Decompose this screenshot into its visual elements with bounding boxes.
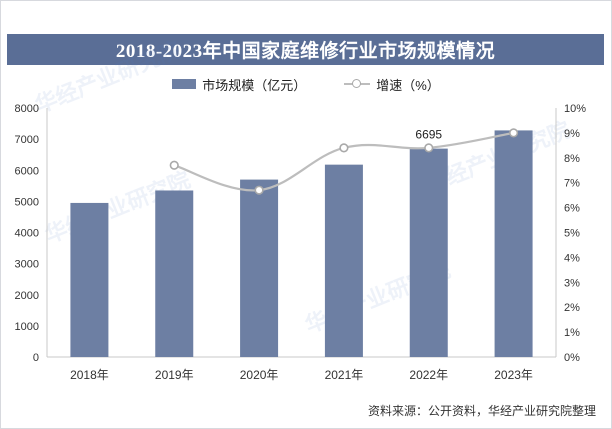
x-tick-label: 2021年 bbox=[325, 368, 364, 382]
bar bbox=[70, 202, 109, 357]
y-left-tick-label: 4000 bbox=[15, 228, 39, 240]
y-left-tick-label: 2000 bbox=[15, 290, 39, 302]
bar bbox=[409, 148, 448, 357]
x-tick-label: 2020年 bbox=[240, 368, 279, 382]
bar bbox=[240, 179, 279, 357]
growth-point bbox=[254, 185, 264, 195]
x-tick-label: 2019年 bbox=[155, 368, 194, 382]
bar bbox=[324, 164, 363, 357]
legend-bar-swatch bbox=[172, 79, 197, 89]
y-left-tick-label: 6000 bbox=[15, 165, 39, 177]
y-right-tick-label: 8% bbox=[564, 153, 580, 165]
y-right-tick-label: 4% bbox=[564, 252, 580, 264]
y-right-tick-label: 0% bbox=[564, 352, 580, 364]
legend-bar-label: 市场规模（亿元） bbox=[202, 77, 307, 93]
y-left-tick-label: 3000 bbox=[15, 259, 39, 271]
y-right-tick-label: 9% bbox=[564, 128, 580, 140]
growth-point bbox=[508, 128, 519, 138]
source-note: 资料来源：公开资料，华经产业研究院整理 bbox=[367, 404, 596, 418]
data-label: 6695 bbox=[415, 128, 442, 142]
growth-point bbox=[339, 143, 349, 153]
y-right-tick-label: 6% bbox=[564, 203, 580, 215]
legend: 市场规模（亿元） 增速（%） bbox=[0, 73, 612, 95]
legend-line-label: 增速（%） bbox=[376, 77, 440, 93]
growth-point bbox=[169, 160, 179, 170]
y-right-tick-label: 1% bbox=[564, 327, 580, 339]
y-right-tick-label: 2% bbox=[564, 302, 580, 314]
y-left-tick-label: 8000 bbox=[15, 103, 39, 115]
growth-point bbox=[424, 143, 434, 153]
bar bbox=[155, 190, 194, 357]
title-bar: 2018-2023年中国家庭维修行业市场规模情况 bbox=[7, 34, 604, 65]
x-tick-label: 2022年 bbox=[409, 368, 448, 382]
y-right-tick-label: 3% bbox=[564, 277, 580, 289]
legend-item-bar: 市场规模（亿元） bbox=[172, 75, 306, 94]
bar bbox=[494, 130, 533, 357]
y-left-tick-label: 5000 bbox=[15, 196, 39, 208]
y-right-tick-label: 7% bbox=[564, 178, 580, 190]
y-left-tick-label: 1000 bbox=[15, 321, 39, 333]
x-tick-label: 2018年 bbox=[70, 368, 109, 382]
y-right-tick-label: 5% bbox=[564, 228, 580, 240]
y-left-tick-label: 0 bbox=[33, 352, 39, 364]
legend-item-line: 增速（%） bbox=[344, 75, 440, 94]
y-right-tick-label: 10% bbox=[564, 103, 586, 115]
legend-line-swatch bbox=[344, 79, 371, 89]
chart-title: 2018-2023年中国家庭维修行业市场规模情况 bbox=[115, 41, 496, 62]
y-left-tick-label: 7000 bbox=[15, 134, 39, 146]
x-tick-label: 2023年 bbox=[494, 368, 533, 382]
